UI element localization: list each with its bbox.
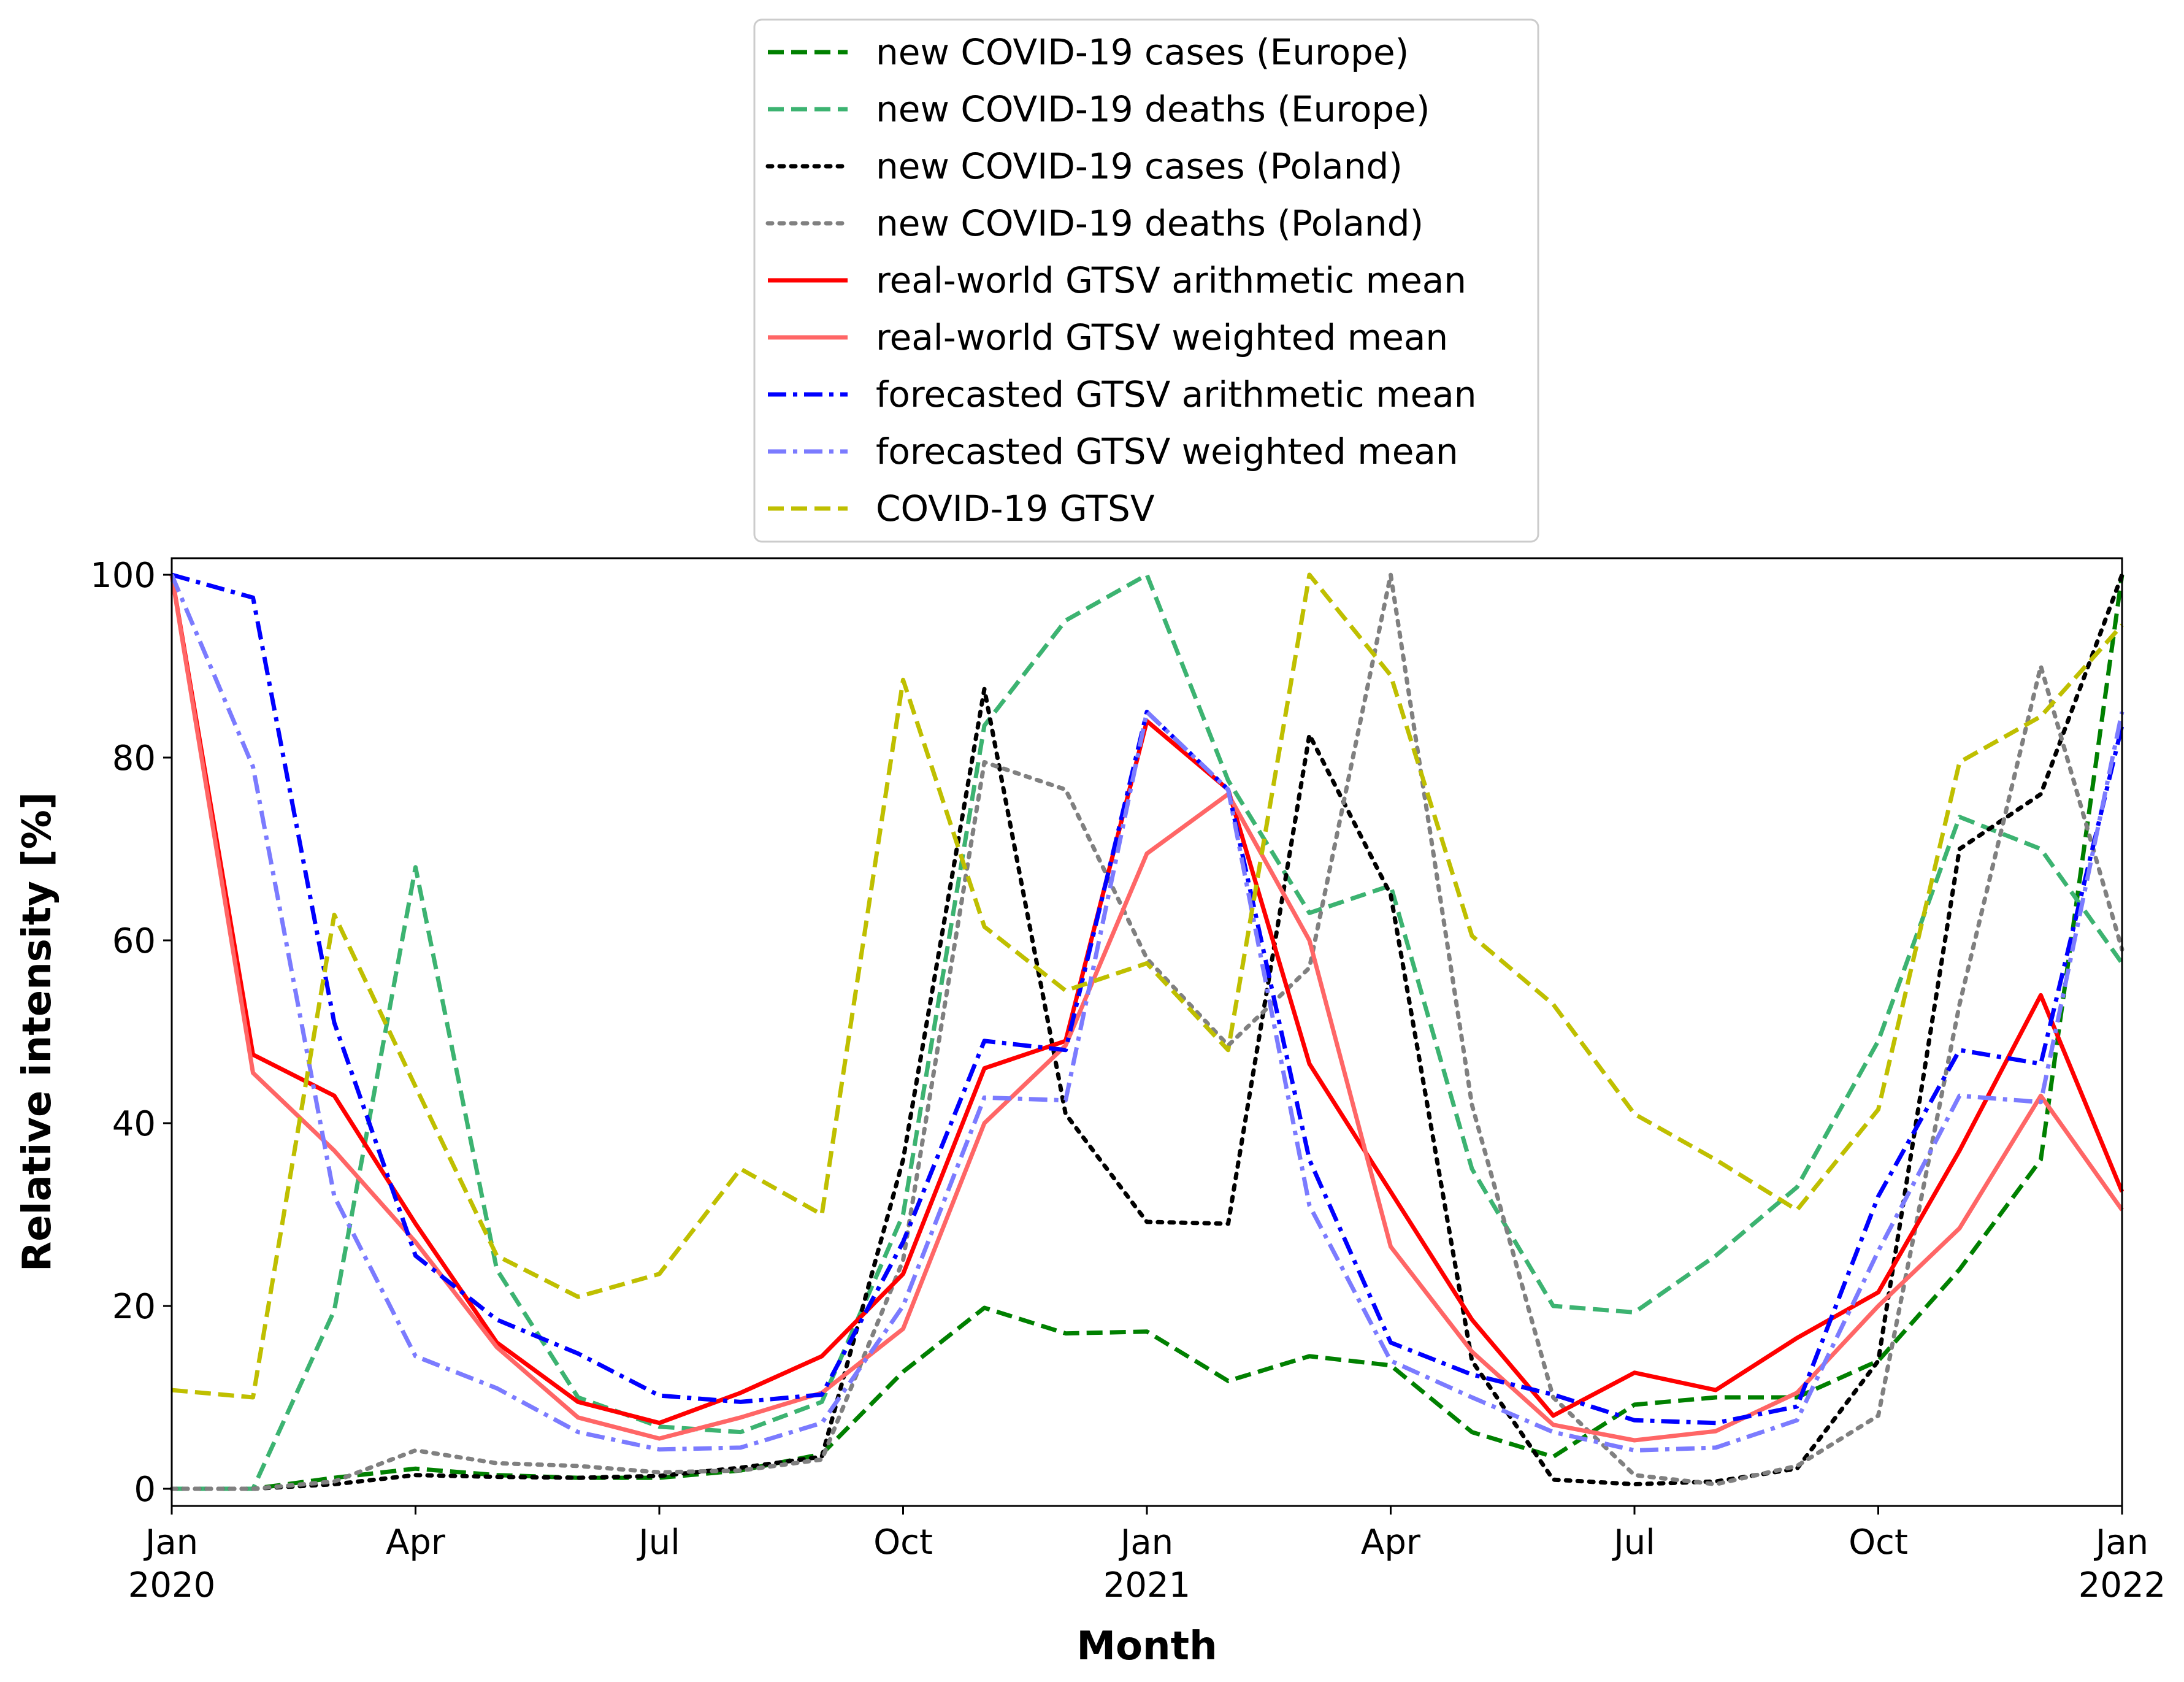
legend-box — [753, 18, 1539, 543]
series-line-4 — [169, 572, 2125, 1491]
series-line-9 — [171, 572, 2124, 1400]
y-axis: 0 20 40 60 80 100 — [90, 556, 172, 1510]
x-tick-year-label: 2021 — [1103, 1565, 1191, 1605]
x-tick-year-label: 2020 — [128, 1565, 216, 1605]
series-line-6 — [169, 574, 2124, 1443]
plot-area — [169, 557, 2125, 1507]
series-line-8 — [169, 574, 2125, 1453]
y-axis-title: Relative intensity [%] — [15, 792, 60, 1272]
y-tick-label: 60 — [112, 921, 156, 961]
x-tick-label: Jan — [2094, 1523, 2148, 1562]
x-tick-label: Jul — [1612, 1523, 1655, 1562]
x-tick-label: Jan — [144, 1523, 198, 1562]
legend-label-6: real-world GTSV weighted mean — [876, 317, 1448, 358]
series-line-3 — [169, 572, 2125, 1491]
legend-label-2: new COVID-19 deaths (Europe) — [876, 88, 1430, 130]
series-line-7 — [171, 572, 2125, 1426]
x-tick-year-label: 2022 — [2079, 1565, 2166, 1605]
y-tick-label: 0 — [134, 1470, 156, 1510]
series-layer — [169, 572, 2125, 1491]
legend: new COVID-19 cases (Europe) new COVID-19 … — [753, 18, 1539, 543]
y-tick-label: 20 — [112, 1287, 156, 1327]
series-line-2 — [172, 572, 2124, 1491]
x-tick-label: Oct — [873, 1523, 933, 1562]
x-axis-title: Month — [1076, 1624, 1217, 1669]
legend-label-7: forecasted GTSV arithmetic mean — [876, 374, 1477, 415]
y-tick-label: 80 — [112, 739, 156, 778]
y-tick-label: 40 — [112, 1104, 156, 1144]
y-tick-label: 100 — [90, 556, 156, 596]
x-tick-label: Oct — [1849, 1523, 1908, 1562]
x-tick-label: Jul — [637, 1523, 680, 1562]
legend-label-9: COVID-19 GTSV — [876, 488, 1155, 529]
legend-label-3: new COVID-19 cases (Poland) — [876, 145, 1403, 187]
legend-label-5: real-world GTSV arithmetic mean — [876, 259, 1466, 301]
legend-label-8: forecasted GTSV weighted mean — [876, 431, 1458, 472]
legend-label-4: new COVID-19 deaths (Poland) — [876, 202, 1423, 244]
x-tick-label: Jan — [1119, 1523, 1173, 1562]
legend-label-1: new COVID-19 cases (Europe) — [876, 31, 1409, 73]
x-tick-label: Apr — [386, 1523, 446, 1562]
x-tick-label: Apr — [1361, 1523, 1421, 1562]
